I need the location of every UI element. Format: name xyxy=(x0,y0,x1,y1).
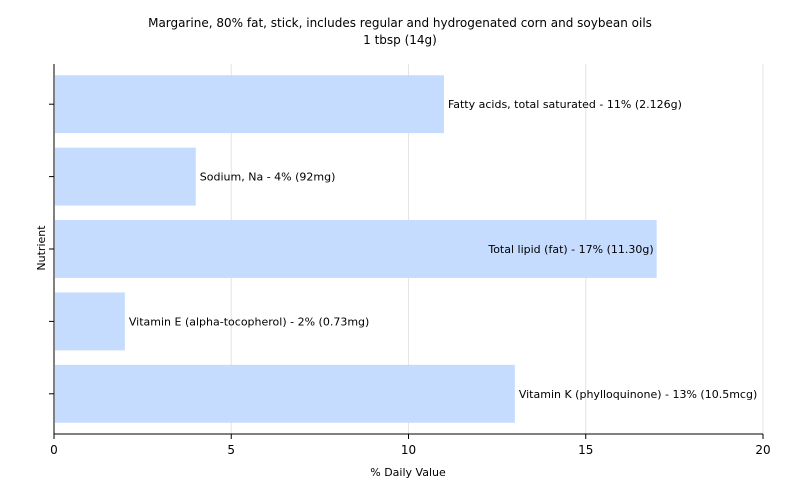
x-tick-label: 15 xyxy=(578,443,593,457)
axes xyxy=(49,64,764,439)
bar xyxy=(55,364,515,423)
x-tick-label: 0 xyxy=(50,443,58,457)
bar xyxy=(55,220,657,278)
bar-data-label: Vitamin K (phylloquinone) - 13% (10.5mcg… xyxy=(519,388,757,401)
bar-data-label: Vitamin E (alpha-tocopherol) - 2% (0.73m… xyxy=(129,315,369,328)
bar-data-label: Total lipid (fat) - 17% (11.30g) xyxy=(487,243,653,256)
x-axis-title: % Daily Value xyxy=(370,466,446,479)
x-tick-label: 10 xyxy=(401,443,416,457)
chart-subtitle: 1 tbsp (14g) xyxy=(363,33,437,47)
chart-title: Margarine, 80% fat, stick, includes regu… xyxy=(148,16,652,30)
bar-data-label: Fatty acids, total saturated - 11% (2.12… xyxy=(448,98,682,111)
x-tick-label: 5 xyxy=(227,443,235,457)
bars: Fatty acids, total saturated - 11% (2.12… xyxy=(55,75,757,423)
y-axis-title: Nutrient xyxy=(35,225,48,271)
bar-data-label: Sodium, Na - 4% (92mg) xyxy=(200,171,336,184)
x-tick-label: 20 xyxy=(755,443,770,457)
bar xyxy=(55,75,444,134)
x-tick-labels: 0 5 10 15 20 xyxy=(50,443,770,457)
bar xyxy=(55,292,125,351)
bar xyxy=(55,147,196,206)
